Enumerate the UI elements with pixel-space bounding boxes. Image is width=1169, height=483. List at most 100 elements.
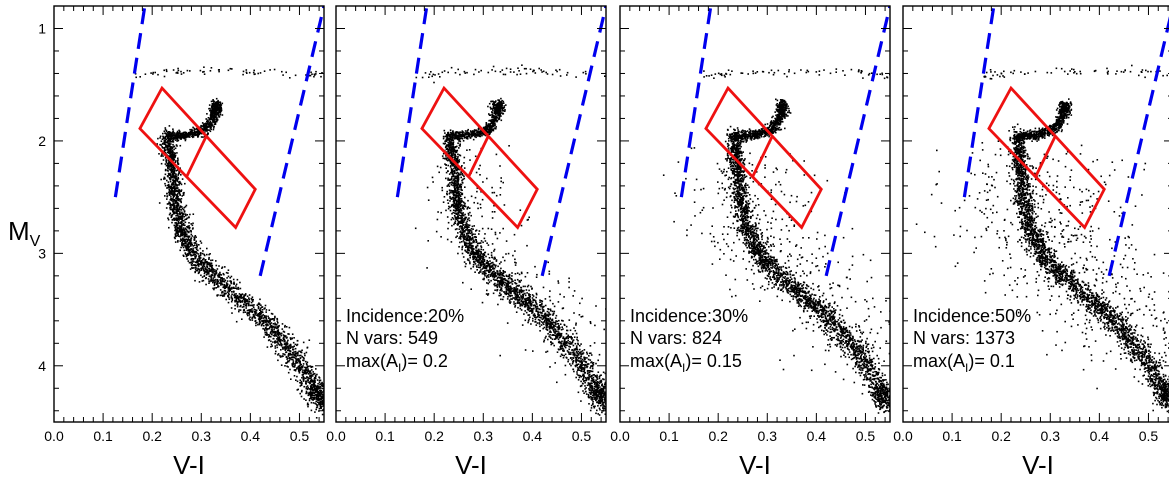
cmd-star [312,386,314,389]
cmd-star [314,379,316,382]
cmd-star [181,133,183,136]
cmd-star [292,362,294,364]
cmd-star [189,226,191,229]
cmd-star [494,276,496,278]
cmd-star [171,213,174,216]
cmd-star [288,349,290,351]
cmd-star [299,369,302,372]
cmd-star [510,291,512,294]
cmd-star [174,152,176,155]
cmd-star [262,319,265,322]
cmd-star [205,283,207,286]
cmd-star [331,409,333,411]
y-tick-label: 4 [38,358,46,374]
cmd-star [262,317,265,319]
cmd-star [191,257,193,260]
cmd-star [166,141,168,143]
cmd-star [561,326,563,328]
cmd-star [246,300,249,303]
cmd-star [206,268,208,271]
cmd-star [545,323,547,325]
cmd-star [216,120,218,123]
cmd-star [232,286,235,289]
cmd-star [284,349,287,351]
cmd-star [270,333,273,335]
cmd-star [304,377,307,380]
cmd-star [316,389,319,391]
cmd-star [197,267,199,270]
cmd-star [465,224,468,226]
cmd-star [221,279,224,281]
cmd-star [191,254,194,257]
cmd-star [208,258,210,260]
cmd-star [211,114,214,116]
cmd-star [186,254,189,256]
cmd-star [465,222,467,224]
cmd-star [181,232,184,234]
cmd-star [181,136,183,139]
cmd-star [499,269,501,272]
cmd-star [168,174,170,176]
cmd-star [516,293,519,296]
cmd-star [292,363,295,365]
cmd-star [303,398,305,400]
cmd-star [269,326,271,329]
cmd-star [214,273,217,276]
cmd-star [272,341,274,343]
cmd-star [274,332,277,334]
cmd-star [283,335,286,338]
cmd-star [320,391,322,393]
cmd-star [157,137,159,140]
cmd-star [609,406,611,408]
cmd-star [485,293,488,295]
cmd-star [218,101,220,104]
cmd-star [558,328,561,330]
cmd-star [576,373,578,375]
cmd-star [170,150,172,152]
cmd-star [292,352,294,354]
cmd-star [214,279,216,282]
cmd-star [163,75,166,78]
cmd-star [212,121,214,123]
cmd-star [318,407,321,410]
cmd-star [329,395,331,397]
cmd-star [262,320,265,323]
cmd-star [526,308,529,311]
cmd-star [280,332,283,335]
cmd-star [175,200,178,203]
cmd-star [174,183,176,186]
cmd-star [448,185,451,187]
cmd-star [314,377,317,380]
cmd-star [496,279,498,281]
cmd-star [256,304,259,306]
cmd-star [290,378,292,380]
cmd-star [306,403,309,406]
cmd-star [220,110,222,113]
cmd-star [182,132,184,135]
cmd-star [202,123,205,126]
cmd-star [212,99,214,101]
cmd-star [216,109,219,111]
cmd-star [583,358,586,361]
cmd-star [597,371,600,373]
cmd-star [287,357,289,359]
cmd-star [174,139,177,141]
cmd-star [307,394,310,397]
cmd-star [166,145,168,148]
cmd-star [179,235,181,238]
cmd-star [577,374,579,377]
cmd-star [169,146,172,148]
cmd-star [608,404,610,406]
cmd-star [458,211,461,213]
cmd-star [272,323,275,325]
cmd-star [189,70,191,72]
cmd-star [315,368,317,370]
cmd-star [299,366,302,369]
cmd-star [609,403,611,405]
cmd-star [170,151,172,153]
cmd-star [588,403,590,405]
cmd-star [181,206,183,208]
cmd-star [175,72,178,74]
cmd-star [507,287,510,290]
cmd-star [185,134,187,137]
